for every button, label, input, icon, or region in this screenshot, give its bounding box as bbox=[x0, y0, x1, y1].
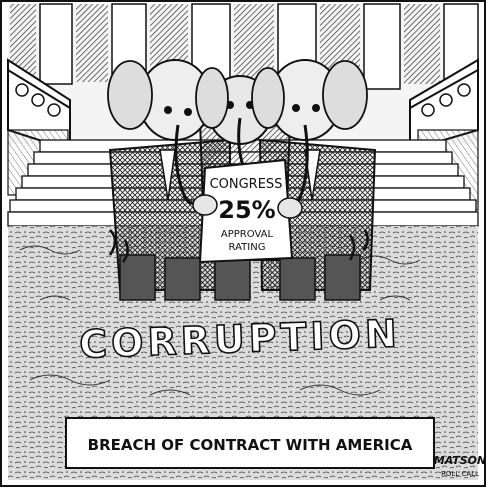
sign-line-4: RATING bbox=[229, 242, 266, 253]
sign-line-3: APPROVAL bbox=[221, 229, 274, 240]
mud-texture bbox=[19, 245, 421, 396]
approval-rating-sign: CONGRESS 25% APPROVAL RATING bbox=[192, 158, 303, 264]
caption-box bbox=[65, 417, 435, 469]
artist-signature: MATSON bbox=[434, 454, 486, 467]
sign-line-1: CONGRESS bbox=[210, 177, 283, 192]
artist-signature-sub: ROLL CALL bbox=[441, 470, 479, 478]
sign-percent: 25% bbox=[218, 196, 275, 224]
caption-text: BREACH OF CONTRACT WITH AMERICA bbox=[88, 436, 413, 454]
